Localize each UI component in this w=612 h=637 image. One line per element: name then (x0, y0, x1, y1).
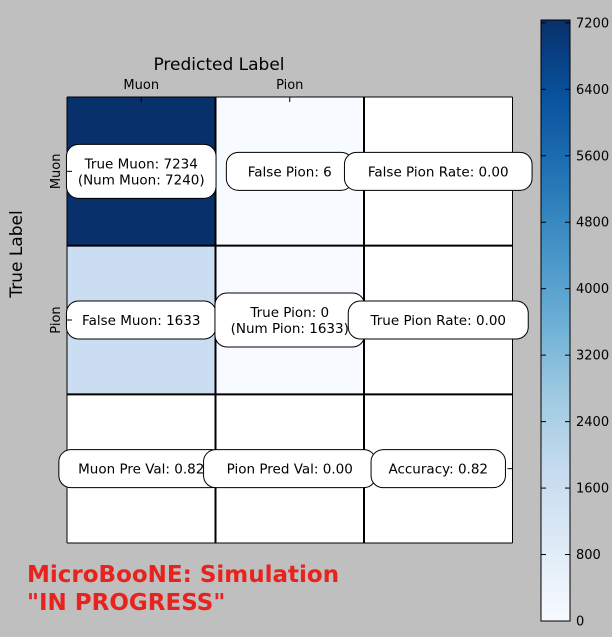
cell-label-box (65, 143, 217, 199)
cell-label-r2-c0: Muon Pre Val: 0.82 (58, 449, 225, 489)
cell-label-text: Pion Pred Val: 0.00 (227, 462, 353, 478)
cell-label-text: True Muon: 7234 (84, 156, 198, 172)
colorbar-tick-label-4: 3200 (576, 349, 609, 364)
y-tick-label-1: Pion (49, 306, 64, 333)
colorbar: 0 800 1600 2400 3200 4000 4800 5600 6400 7200 (540, 16, 609, 630)
cell-label-text: Accuracy: 0.82 (388, 462, 488, 478)
cell-label-box (370, 449, 506, 489)
watermark-line-1: MicroBooNE: Simulation (27, 562, 340, 588)
colorbar-tick-label-1: 800 (576, 548, 601, 563)
cell-label-r1-c1: True Pion: 0(Num Pion: 1633) (214, 292, 366, 348)
simulation-watermark: MicroBooNE: Simulation "IN PROGRESS" (27, 561, 339, 617)
colorbar-tick-label-9: 7200 (576, 16, 609, 31)
cell-label-r2-c2: Accuracy: 0.82 (370, 449, 506, 489)
cell-label-text: True Pion: 0 (249, 305, 329, 321)
cell-label-r0-c0: True Muon: 7234(Num Muon: 7240) (65, 143, 217, 199)
cell-label-text: False Pion Rate: 0.00 (368, 164, 509, 180)
colorbar-tick-label-6: 4800 (576, 216, 609, 231)
x-axis-title: Predicted Label (153, 55, 284, 75)
colorbar-gradient (540, 19, 571, 622)
cell-labels: True Muon: 7234(Num Muon: 7240) False Pio… (58, 143, 533, 489)
colorbar-tick-label-2: 1600 (576, 482, 609, 497)
y-tick-label-0: Muon (49, 154, 64, 190)
x-tick-label-1: Pion (276, 78, 303, 93)
cell-label-text: True Pion Rate: 0.00 (369, 313, 506, 329)
cell-label-text: False Muon: 1633 (82, 313, 200, 329)
cell-label-r1-c2: True Pion Rate: 0.00 (347, 300, 529, 340)
x-tick-label-0: Muon (123, 78, 159, 93)
cell-label-r2-c1: Pion Pred Val: 0.00 (203, 449, 377, 489)
cell-label-text: False Pion: 6 (248, 164, 332, 180)
cell-label-r1-c0: False Muon: 1633 (65, 300, 217, 340)
colorbar-tick-label-3: 2400 (576, 415, 609, 430)
cell-label-text: (Num Pion: 1633) (231, 321, 349, 337)
colorbar-tick-label-8: 6400 (576, 83, 609, 98)
cell-label-r0-c1: False Pion: 6 (225, 151, 354, 191)
colorbar-tick-label-7: 5600 (576, 149, 609, 164)
y-axis-title: True Label (7, 210, 27, 298)
cell-label-box (343, 151, 533, 191)
watermark-line-2: "IN PROGRESS" (27, 590, 226, 616)
colorbar-tick-label-5: 4000 (576, 282, 609, 297)
axes: Predicted Label Muon Pion True Label Muon Pio… (7, 55, 513, 470)
cell-label-text: Muon Pre Val: 0.82 (78, 462, 204, 478)
cell-label-r0-c2: False Pion Rate: 0.00 (343, 151, 533, 191)
cell-label-box (347, 300, 529, 340)
cell-label-text: (Num Muon: 7240) (78, 172, 205, 188)
colorbar-tick-label-0: 0 (576, 615, 584, 630)
